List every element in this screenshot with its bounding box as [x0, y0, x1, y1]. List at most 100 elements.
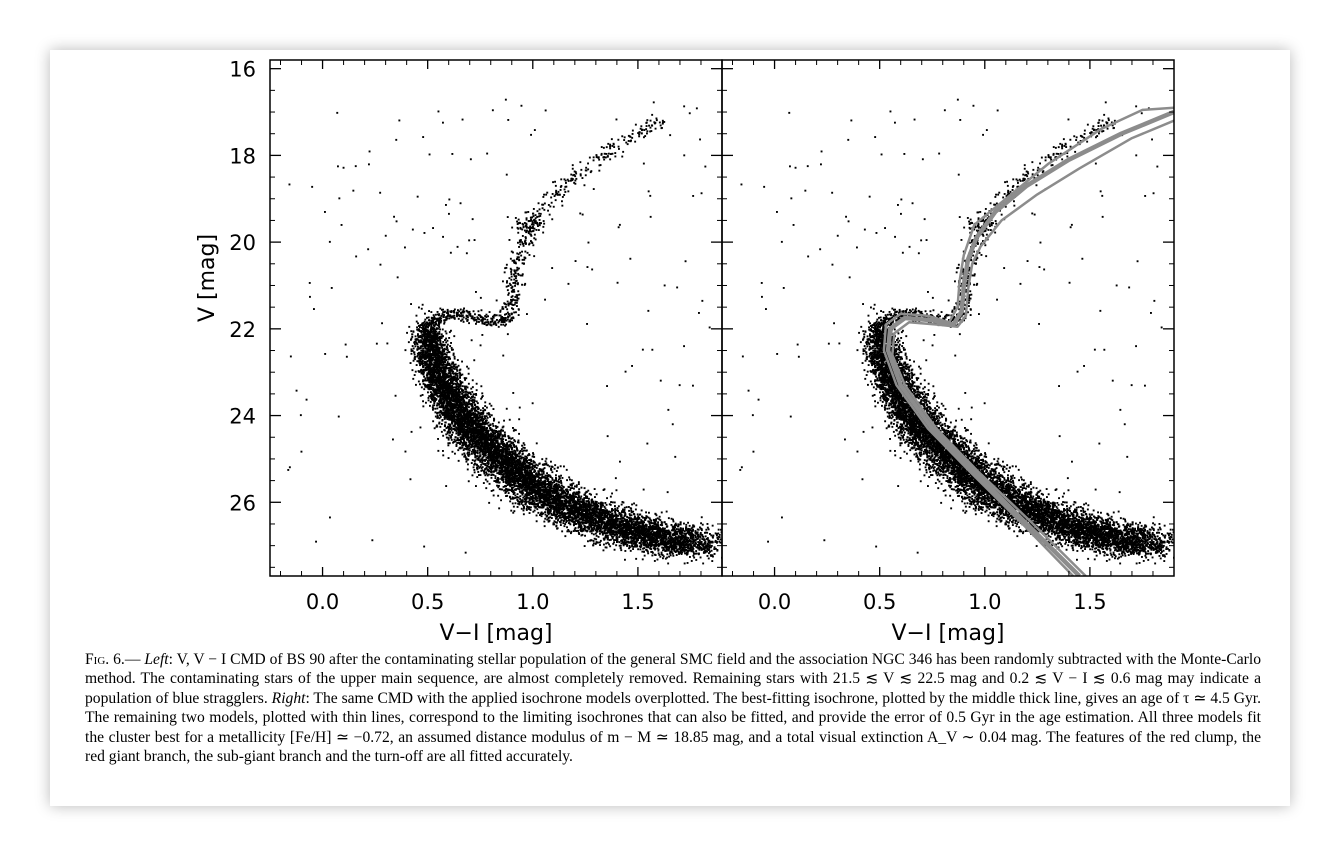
- star-point: [433, 339, 435, 342]
- star-point: [596, 516, 599, 519]
- star-point: [714, 539, 717, 542]
- star-point: [448, 387, 451, 390]
- star-point: [480, 458, 483, 461]
- star-point: [653, 560, 656, 562]
- star-point: [568, 511, 571, 513]
- star-point: [439, 342, 442, 345]
- star-point: [533, 501, 536, 504]
- star-point: [423, 324, 426, 327]
- star-point: [508, 481, 511, 484]
- star-point: [465, 460, 468, 463]
- star-point: [502, 473, 505, 475]
- star-point: [657, 552, 660, 555]
- star-point: [428, 376, 431, 379]
- star-point: [563, 525, 566, 528]
- star-point: [432, 329, 435, 332]
- star-point: [457, 386, 460, 389]
- star-point: [450, 365, 453, 368]
- star-point: [419, 370, 421, 373]
- star-point: [429, 360, 432, 363]
- star-point: [597, 525, 600, 528]
- star-point: [614, 531, 617, 534]
- star-point: [478, 423, 481, 426]
- star-point: [526, 492, 528, 495]
- star-point: [517, 482, 519, 485]
- star-point: [453, 363, 456, 366]
- star-point: [520, 499, 523, 502]
- star-point: [449, 357, 451, 360]
- star-point: [411, 336, 414, 338]
- star-point: [503, 489, 506, 492]
- star-point: [482, 434, 485, 437]
- star-point: [490, 437, 493, 439]
- star-point: [487, 421, 490, 424]
- star-point: [607, 524, 610, 527]
- star-point: [660, 530, 663, 533]
- star-point: [481, 396, 483, 399]
- star-point: [526, 496, 529, 499]
- star-point: [678, 553, 680, 555]
- star-point: [427, 391, 429, 394]
- star-point: [537, 503, 539, 506]
- star-point: [531, 475, 534, 478]
- star-point: [502, 478, 505, 481]
- star-point: [439, 350, 442, 353]
- star-point: [472, 427, 475, 430]
- star-point: [539, 469, 542, 472]
- star-point: [545, 492, 548, 495]
- star-point: [429, 383, 432, 385]
- star-point: [606, 523, 609, 526]
- star-point: [640, 509, 643, 512]
- star-point: [581, 508, 583, 511]
- star-point: [662, 555, 665, 558]
- star-point: [439, 416, 442, 418]
- star-point: [598, 523, 601, 526]
- star-point: [512, 489, 515, 492]
- star-point: [523, 447, 526, 449]
- star-point: [481, 420, 484, 423]
- star-point: [406, 331, 408, 334]
- star-point: [432, 379, 435, 381]
- star-point: [592, 542, 595, 545]
- star-point: [683, 522, 685, 525]
- star-point: [618, 544, 621, 547]
- star-point: [660, 529, 663, 531]
- star-point: [422, 382, 425, 385]
- star-point: [666, 556, 668, 559]
- star-point: [593, 503, 596, 506]
- star-point: [685, 536, 688, 539]
- star-point: [452, 367, 455, 370]
- star-point: [529, 482, 532, 484]
- star-point: [459, 404, 462, 407]
- star-point: [601, 518, 604, 521]
- star-point: [488, 482, 491, 485]
- star-point: [633, 541, 636, 543]
- star-point: [604, 510, 607, 512]
- star-point: [715, 533, 718, 535]
- star-point: [626, 543, 629, 546]
- star-point: [531, 463, 534, 466]
- star-point: [631, 532, 633, 535]
- star-point: [594, 543, 597, 545]
- star-point: [639, 522, 642, 524]
- star-point: [461, 360, 463, 363]
- star-point: [419, 358, 422, 361]
- star-point: [615, 544, 618, 547]
- star-point: [675, 533, 678, 536]
- star-point: [631, 534, 634, 536]
- star-point: [670, 524, 673, 526]
- star-point: [679, 529, 682, 532]
- star-point: [586, 509, 589, 511]
- star-point: [645, 526, 648, 528]
- star-point: [566, 530, 569, 533]
- star-point: [698, 539, 701, 542]
- star-point: [679, 521, 682, 524]
- star-point: [512, 452, 515, 455]
- star-point: [600, 511, 603, 514]
- star-point: [544, 474, 547, 477]
- star-point: [539, 498, 542, 501]
- star-point: [623, 538, 626, 541]
- star-point: [599, 539, 602, 542]
- star-point: [595, 506, 598, 508]
